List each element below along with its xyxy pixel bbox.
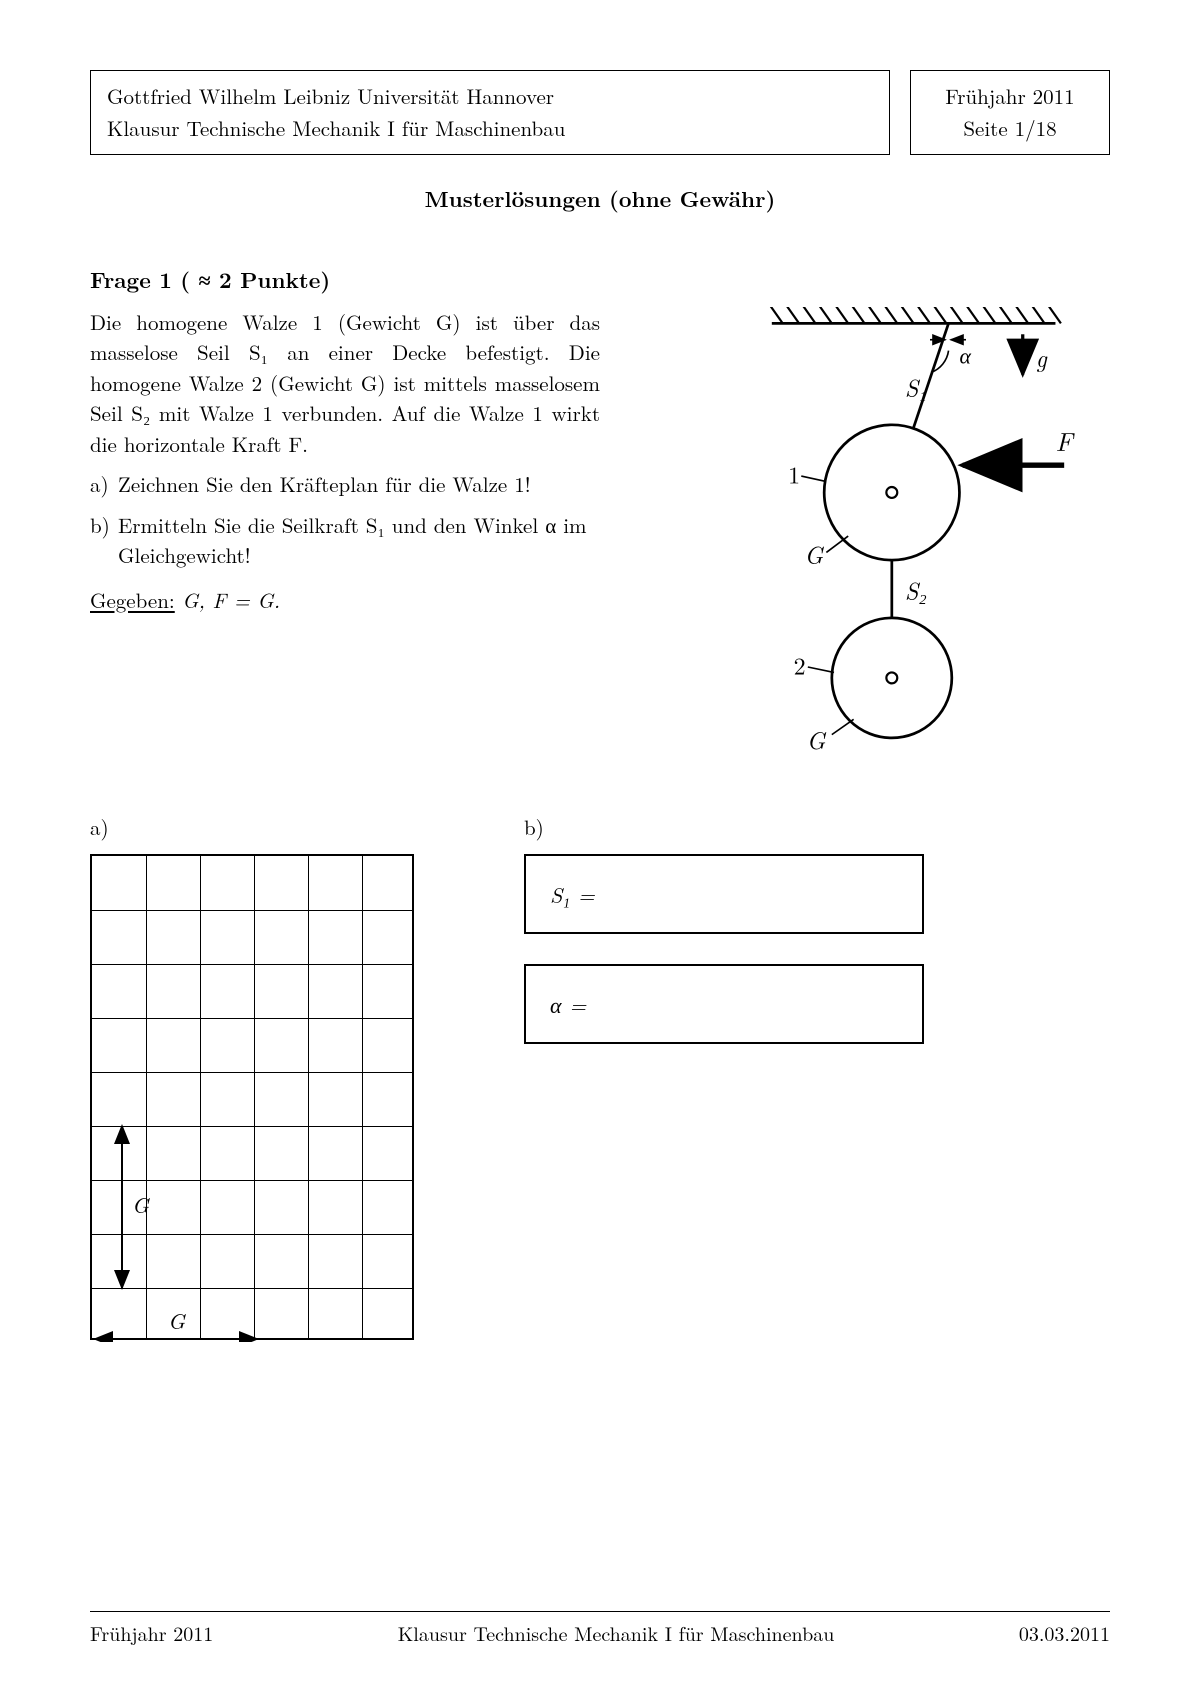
force-plan-grid: G G (90, 854, 414, 1340)
diagram-label-f: F (1055, 422, 1075, 459)
answer-a-label: a) (90, 812, 414, 842)
diagram-col: g α S₁ 1 G F (630, 307, 1110, 772)
page-footer: Frühjahr 2011 Klausur Technische Mechani… (90, 1611, 1110, 1647)
diagram-label-s2: S₂ (905, 572, 927, 606)
question-text-col: Die homogene Walze 1 (Gewicht G) ist übe… (90, 307, 600, 772)
diagram-label-alpha: α (959, 340, 971, 371)
header-university: Gottfried Wilhelm Leibniz Universität Ha… (107, 81, 873, 113)
item-a-text: Zeichnen Sie den Kräfteplan für die Walz… (118, 469, 600, 499)
footer-center: Klausur Technische Mechanik I für Maschi… (398, 1618, 835, 1647)
diagram-label-s1: S₁ (905, 369, 927, 403)
answer-a: a) G G (90, 812, 414, 1340)
footer-right: 03.03.2011 (1019, 1618, 1110, 1647)
page-content: Gottfried Wilhelm Leibniz Universität Ha… (90, 70, 1110, 1637)
header-right-box: Frühjahr 2011 Seite 1/18 (910, 70, 1110, 155)
question-header: Frage 1 ( ≈ 2 Punkte) (90, 264, 1110, 295)
header-term: Frühjahr 2011 (927, 81, 1093, 113)
question-item-b: b) Ermitteln Sie die Seilkraft S₁ und de… (90, 510, 600, 571)
footer-left: Frühjahr 2011 (90, 1618, 213, 1647)
answer-b: b) S₁ = α = (524, 812, 924, 1340)
diagram-label-2: 2 (794, 648, 806, 682)
gegeben-value: G, F = G. (175, 585, 280, 615)
answer-s1-label: S₁ = (550, 879, 595, 910)
item-b-text: Ermitteln Sie die Seilkraft S₁ und den W… (118, 510, 600, 571)
svg-text:G: G (168, 1305, 186, 1336)
item-a-label: a) (90, 469, 118, 499)
question-paragraph: Die homogene Walze 1 (Gewicht G) ist übe… (90, 307, 600, 459)
header-left-box: Gottfried Wilhelm Leibniz Universität Ha… (90, 70, 890, 155)
header-row: Gottfried Wilhelm Leibniz Universität Ha… (90, 70, 1110, 155)
page-title: Musterlösungen (ohne Gewähr) (90, 183, 1110, 214)
header-page: Seite 1/18 (927, 113, 1093, 145)
gegeben-line: Gegeben: G, F = G. (90, 585, 600, 615)
svg-text:G: G (132, 1189, 150, 1220)
mechanics-diagram: g α S₁ 1 G F (630, 307, 1110, 765)
answer-alpha-label: α = (550, 989, 586, 1020)
question-body: Die homogene Walze 1 (Gewicht G) ist übe… (90, 307, 1110, 772)
answer-b-label: b) (524, 812, 924, 842)
answer-box-s1: S₁ = (524, 854, 924, 934)
diagram-label-g: g (1036, 340, 1048, 374)
header-course: Klausur Technische Mechanik I für Maschi… (107, 113, 873, 145)
gegeben-label: Gegeben: (90, 585, 175, 615)
diagram-label-g1: G (805, 536, 825, 570)
answer-box-alpha: α = (524, 964, 924, 1044)
item-b-label: b) (90, 510, 118, 571)
answer-row: a) G G b) S₁ = α = (90, 812, 1110, 1340)
diagram-label-g2: G (807, 722, 827, 756)
question-item-a: a) Zeichnen Sie den Kräfteplan für die W… (90, 469, 600, 499)
diagram-label-1: 1 (788, 457, 800, 491)
